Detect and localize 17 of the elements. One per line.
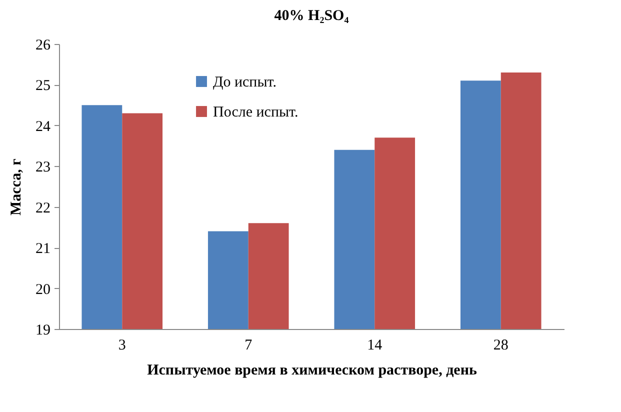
x-tick-label: 3 — [118, 338, 126, 354]
y-tick-label: 22 — [36, 200, 50, 216]
y-tick-label: 23 — [36, 160, 50, 176]
y-tick-label: 20 — [36, 282, 50, 298]
y-tick-label: 26 — [36, 38, 51, 54]
legend-label: До испыт. — [213, 74, 276, 90]
y-tick-label: 25 — [36, 78, 50, 94]
chart-title: 40% H₂SO₄ — [274, 8, 350, 24]
y-axis-title: Масса, г — [8, 158, 24, 216]
legend-label: После испыт. — [213, 104, 298, 120]
y-tick-label: 19 — [36, 322, 50, 338]
x-tick-label: 7 — [244, 338, 253, 354]
y-tick-label: 24 — [36, 118, 51, 135]
x-tick-label: 28 — [493, 338, 508, 354]
x-tick-label: 14 — [367, 338, 383, 354]
x-axis-title: Испытуемое время в химическом растворе, день — [147, 362, 477, 378]
y-tick-label: 21 — [36, 241, 50, 258]
